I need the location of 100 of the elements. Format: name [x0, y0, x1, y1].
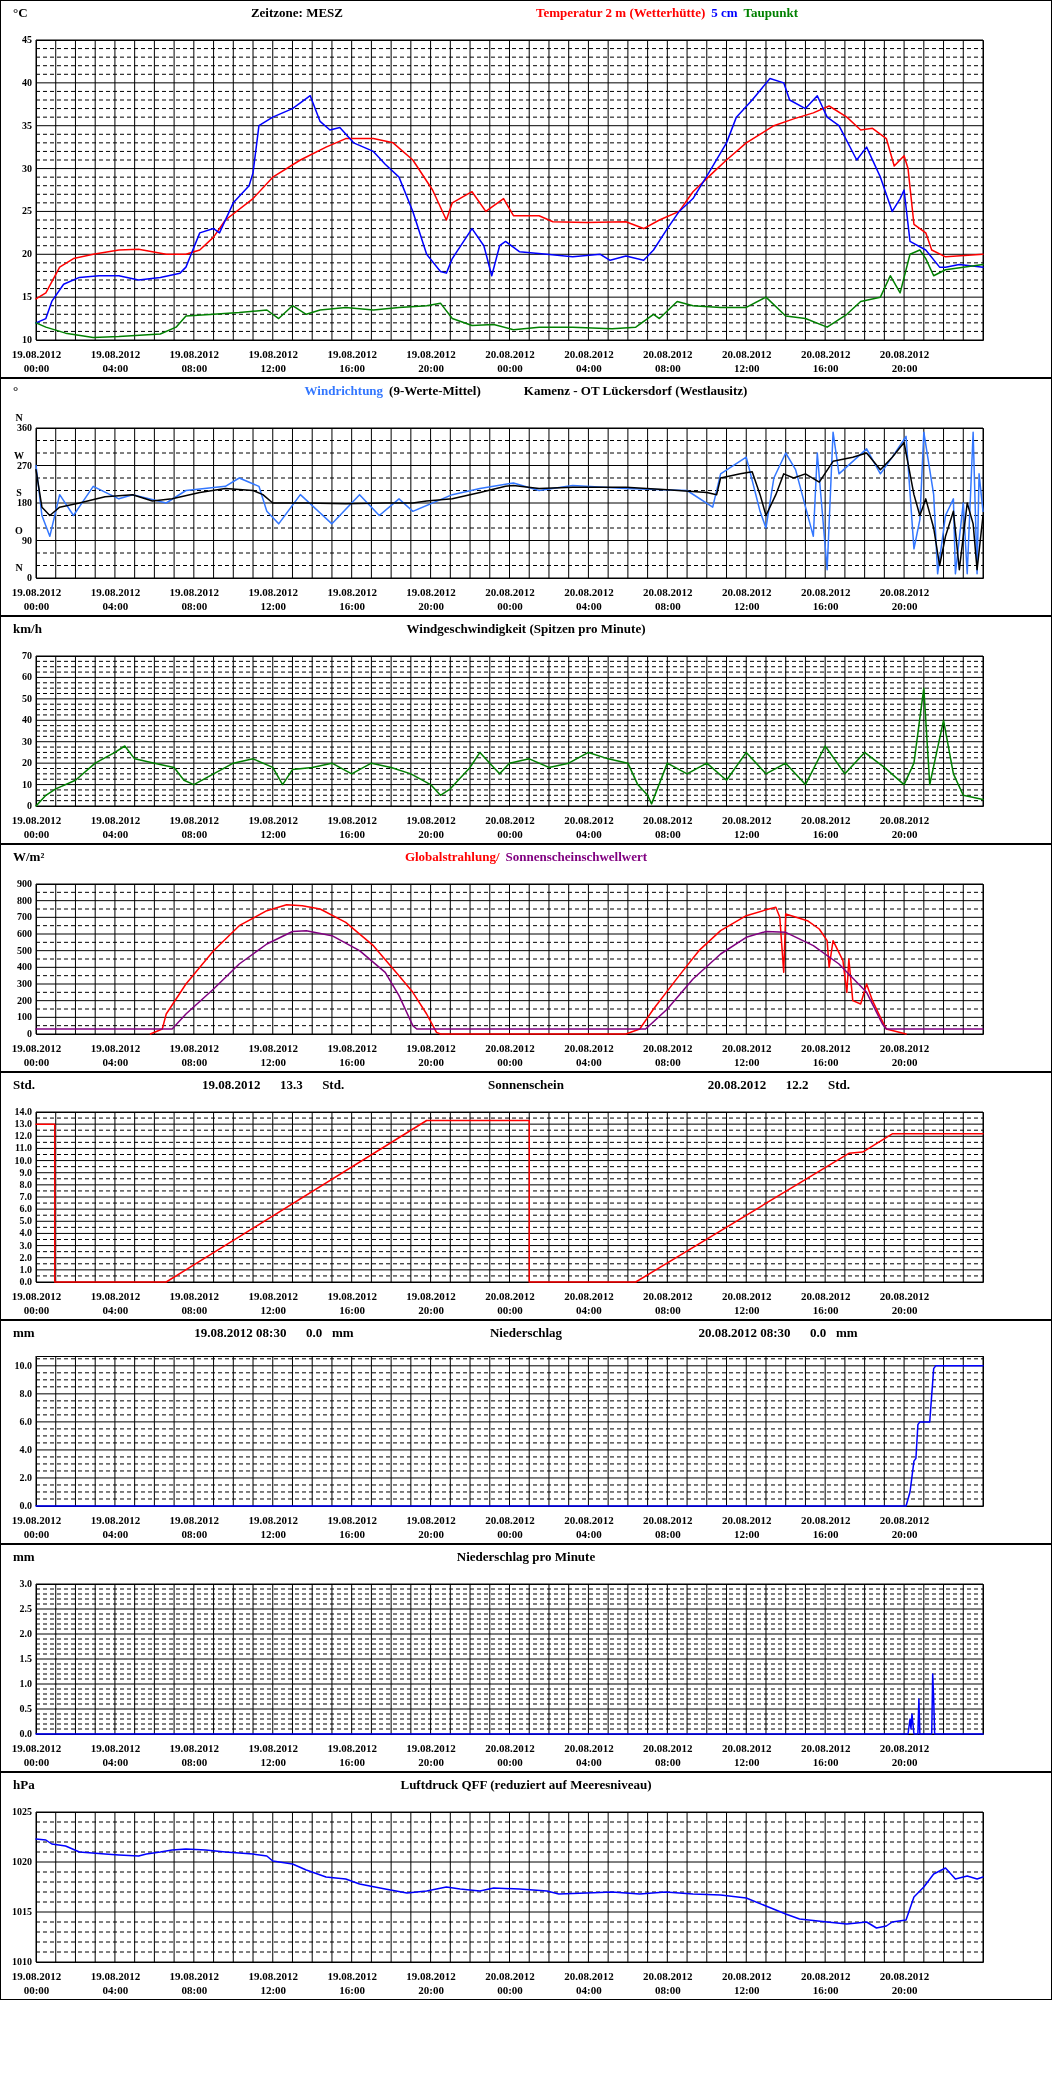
text: 20.08.2012 08:30 0.0 mm — [698, 1325, 858, 1341]
x-tick-label: 19.08.2012 04:00 — [90, 1041, 141, 1068]
x-tick-label: 20.08.2012 20:00 — [879, 585, 930, 612]
x-tick-label: 19.08.2012 00:00 — [11, 1741, 62, 1768]
y-tick-label: 2.0 — [19, 1251, 32, 1263]
x-tick-label: 19.08.2012 12:00 — [248, 813, 299, 840]
y-tick-label: 1020 — [12, 1856, 32, 1867]
x-tick-label: 19.08.2012 12:00 — [248, 1513, 299, 1540]
x-tick-label: 19.08.2012 12:00 — [248, 1969, 299, 1996]
x-tick-label: 20.08.2012 00:00 — [485, 585, 536, 612]
x-tick-label: 20.08.2012 12:00 — [722, 585, 772, 612]
line-series — [149, 904, 907, 1035]
y-tick-label: 0.5 — [19, 1703, 32, 1714]
y-tick-label: 700 — [17, 911, 32, 923]
x-tick-label: 19.08.2012 04:00 — [90, 585, 141, 612]
y-tick-label: 360 — [17, 422, 32, 433]
text: Zeitzone: MESZ — [250, 5, 343, 21]
x-tick-label: 19.08.2012 08:00 — [169, 1289, 220, 1316]
x-tick-label: 20.08.2012 08:00 — [643, 1041, 694, 1068]
x-tick-label: 20.08.2012 00:00 — [485, 1513, 536, 1540]
y-tick-label: 13.0 — [14, 1118, 32, 1130]
y-tick-label: 9.0 — [19, 1166, 32, 1178]
x-tick-label: 20.08.2012 08:00 — [643, 347, 694, 374]
y-tick-label: 8.0 — [19, 1178, 32, 1190]
y-axis-title: ° — [13, 383, 19, 399]
x-tick-label: 20.08.2012 04:00 — [564, 1041, 615, 1068]
line-series — [35, 77, 984, 324]
text: S — [16, 487, 23, 498]
x-tick-label: 19.08.2012 04:00 — [90, 347, 141, 374]
y-tick-label: 20 — [22, 248, 32, 260]
y-tick-label: 15 — [22, 291, 32, 303]
x-tick-label: 19.08.2012 12:00 — [248, 1289, 299, 1316]
x-tick-label: 20.08.2012 20:00 — [879, 1513, 930, 1540]
y-axis-title: km/h — [13, 621, 42, 637]
y-tick-label: 7.0 — [19, 1191, 32, 1202]
x-tick-label: 19.08.2012 04:00 — [90, 1741, 141, 1768]
x-tick-label: 19.08.2012 00:00 — [11, 1289, 62, 1316]
x-tick-label: 20.08.2012 12:00 — [722, 1969, 772, 1996]
x-tick-label: 20.08.2012 12:00 — [722, 1513, 772, 1540]
y-tick-label: 3.0 — [19, 1578, 32, 1589]
x-tick-label: 19.08.2012 20:00 — [406, 1289, 457, 1316]
x-tick-label: 19.08.2012 08:00 — [169, 813, 220, 840]
y-tick-label: 70 — [22, 650, 32, 661]
x-tick-label: 19.08.2012 12:00 — [248, 1741, 299, 1768]
chart-title: Kamenz - OT Lückersdorf (Westlausitz) — [523, 383, 748, 398]
y-tick-label: 0 — [27, 800, 32, 811]
y-axis-title: W/m² — [13, 849, 45, 865]
y-tick-label: 6.0 — [19, 1203, 32, 1215]
x-tick-label: 19.08.2012 20:00 — [406, 1741, 457, 1768]
text: Taupunkt — [743, 5, 799, 20]
x-tick-label: 19.08.2012 16:00 — [327, 813, 378, 840]
y-tick-label: 10 — [22, 334, 32, 345]
text: 5 cm — [711, 5, 738, 20]
y-axis-title: mm — [13, 1325, 35, 1341]
x-tick-label: 20.08.2012 04:00 — [564, 1741, 615, 1768]
x-tick-label: 19.08.2012 20:00 — [406, 347, 457, 374]
x-tick-label: 19.08.2012 16:00 — [327, 1289, 378, 1316]
y-tick-label: 800 — [17, 894, 32, 906]
x-tick-label: 20.08.2012 08:00 — [643, 813, 694, 840]
x-tick-label: 19.08.2012 04:00 — [90, 1289, 141, 1316]
y-tick-label: 180 — [17, 497, 32, 508]
x-tick-label: 20.08.2012 12:00 — [722, 813, 772, 840]
y-tick-label: 11.0 — [15, 1142, 32, 1154]
y-tick-label: 10.0 — [14, 1359, 32, 1371]
x-tick-label: 20.08.2012 20:00 — [879, 1741, 930, 1768]
x-tick-label: 20.08.2012 16:00 — [800, 813, 851, 840]
x-tick-label: 19.08.2012 04:00 — [90, 1969, 141, 1996]
y-tick-label: 0.0 — [19, 1276, 32, 1287]
chart-title: Windgeschwindigkeit (Spitzen pro Minute) — [406, 621, 646, 636]
x-tick-label: 19.08.2012 00:00 — [11, 347, 62, 374]
y-tick-label: 45 — [22, 34, 32, 45]
y-tick-label: 500 — [17, 944, 32, 956]
x-tick-label: 19.08.2012 08:00 — [169, 1741, 220, 1768]
x-tick-label: 20.08.2012 16:00 — [800, 585, 851, 612]
x-tick-label: 20.08.2012 00:00 — [485, 1741, 536, 1768]
y-tick-label: 0.0 — [19, 1500, 32, 1511]
text: 20.08.2012 12.2 Std. — [707, 1077, 851, 1093]
x-tick-label: 19.08.2012 00:00 — [11, 1969, 62, 1996]
x-tick-label: 19.08.2012 16:00 — [327, 1041, 378, 1068]
x-tick-label: 20.08.2012 08:00 — [643, 1289, 694, 1316]
y-axis-title: Std. — [13, 1077, 36, 1093]
y-tick-label: 1.0 — [19, 1678, 32, 1689]
y-tick-label: 30 — [22, 735, 32, 747]
y-tick-label: 1025 — [12, 1806, 32, 1817]
y-tick-label: 2.5 — [19, 1603, 32, 1614]
x-tick-label: 20.08.2012 12:00 — [722, 1741, 772, 1768]
x-tick-label: 19.08.2012 16:00 — [327, 347, 378, 374]
x-tick-label: 19.08.2012 00:00 — [11, 585, 62, 612]
y-tick-label: 4.0 — [19, 1227, 32, 1239]
y-tick-label: 1015 — [12, 1906, 32, 1917]
x-tick-label: 19.08.2012 20:00 — [406, 1041, 457, 1068]
text: 19.08.2012 08:30 0.0 mm — [194, 1325, 354, 1341]
y-tick-label: 25 — [22, 205, 32, 217]
x-tick-label: 20.08.2012 12:00 — [722, 347, 772, 374]
y-tick-label: 35 — [22, 119, 32, 131]
x-tick-label: 19.08.2012 08:00 — [169, 585, 220, 612]
y-axis-title: mm — [13, 1549, 35, 1565]
text: Temperatur 2 m (Wetterhütte) — [535, 5, 706, 20]
x-tick-label: 19.08.2012 16:00 — [327, 1741, 378, 1768]
y-tick-label: 30 — [22, 162, 32, 174]
